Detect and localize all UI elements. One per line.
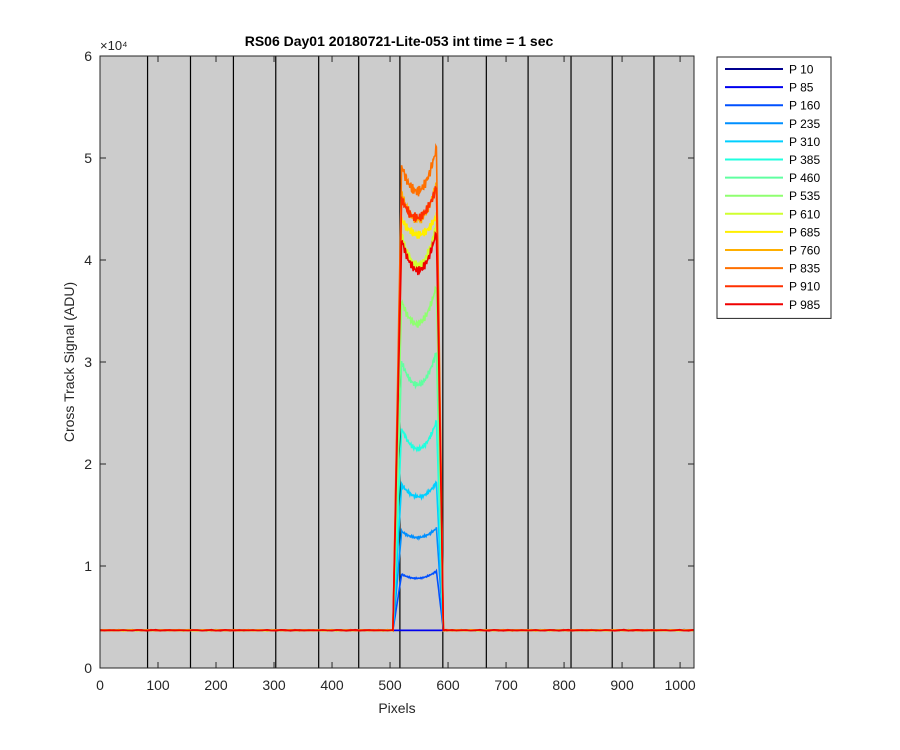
x-tick-label: 100 — [146, 677, 170, 693]
legend-entry-label: P 535 — [789, 189, 820, 203]
y-axis-label: Cross Track Signal (ADU) — [61, 282, 77, 442]
legend-entry-label: P 460 — [789, 171, 820, 185]
legend-entry-label: P 10 — [789, 63, 814, 77]
x-tick-label: 900 — [610, 677, 634, 693]
y-tick-label: 2 — [84, 456, 92, 472]
x-tick-label: 1000 — [665, 677, 696, 693]
x-axis: 0 100 200 300 400 500 600 700 800 900 1000 — [96, 56, 696, 693]
legend-entry-label: P 685 — [789, 225, 820, 239]
x-tick-label: 800 — [552, 677, 576, 693]
legend-box — [716, 56, 832, 319]
y-tick-label: 6 — [84, 48, 92, 64]
legend-entry-label: P 85 — [789, 81, 814, 95]
x-axis-label: Pixels — [378, 700, 415, 716]
legend-entry-label: P 760 — [789, 244, 820, 258]
x-tick-label: 600 — [436, 677, 460, 693]
series-line — [99, 230, 694, 632]
legend-entry-label: P 385 — [789, 153, 820, 167]
x-tick-label: 500 — [378, 677, 402, 693]
y-exponent-label: ×10⁴ — [100, 38, 128, 53]
x-tick-label: 200 — [204, 677, 228, 693]
legend-entry-label: P 835 — [789, 262, 820, 276]
legend-entry-label: P 160 — [789, 99, 820, 113]
y-axis: 0 1 2 3 4 5 6 — [84, 48, 694, 676]
y-tick-label: 5 — [84, 150, 92, 166]
legend-entry-label: P 985 — [789, 298, 820, 312]
legend-entry-label: P 235 — [789, 117, 820, 131]
x-tick-label: 400 — [320, 677, 344, 693]
y-tick-label: 0 — [84, 660, 92, 676]
legend: P 10 P 85 P 160 P 235 P 310 P 385 P 460 P 535 P … — [716, 56, 832, 319]
legend-entry-label: P 310 — [789, 135, 820, 149]
legend-entry-label: P 610 — [789, 207, 820, 221]
y-tick-label: 1 — [84, 558, 92, 574]
legend-entry-label: P 910 — [789, 280, 820, 294]
series-lines — [99, 142, 694, 633]
y-tick-label: 3 — [84, 354, 92, 370]
x-tick-label: 300 — [262, 677, 286, 693]
y-tick-label: 4 — [84, 252, 92, 268]
x-tick-label: 700 — [494, 677, 518, 693]
x-tick-label: 0 — [96, 677, 104, 693]
chart-title: RS06 Day01 20180721-Lite-053 int time = … — [245, 33, 554, 49]
vertical-lines — [146, 56, 655, 668]
